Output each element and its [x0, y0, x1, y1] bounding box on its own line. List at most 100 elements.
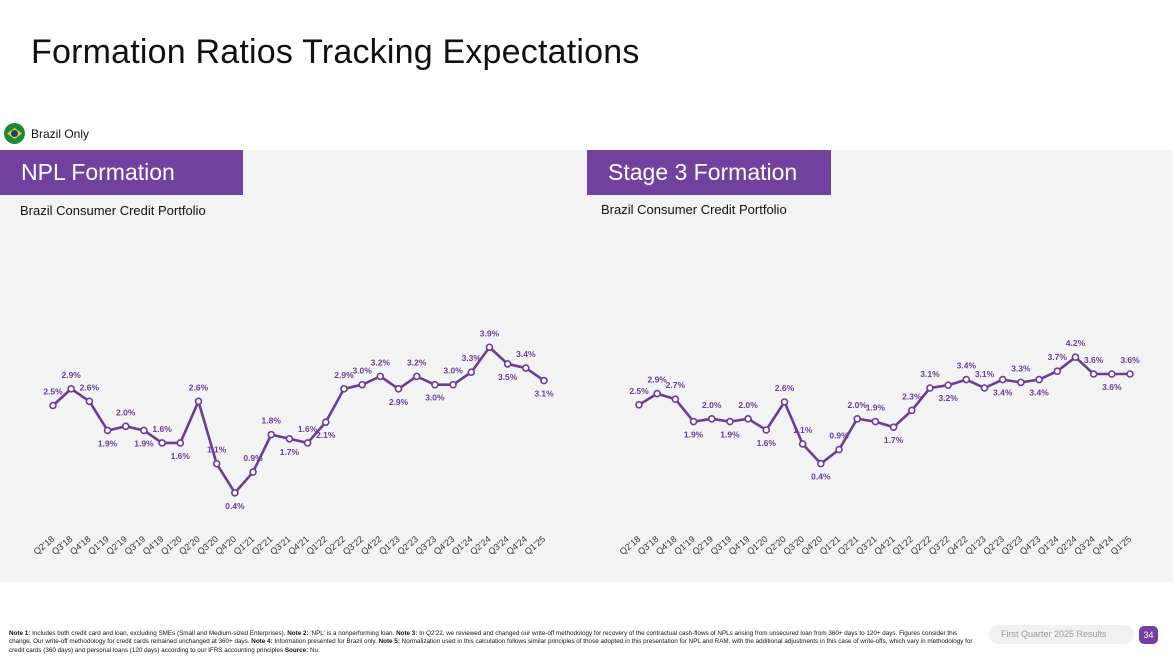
stage3-data-label: 3.4% [1029, 388, 1049, 398]
npl-data-point [394, 385, 403, 393]
npl-data-point [503, 360, 512, 368]
npl-data-label: 2.5% [43, 387, 63, 397]
stage3-data-label: 2.7% [666, 380, 686, 390]
stage3-data-label: 3.6% [1084, 355, 1104, 365]
npl-data-point [321, 418, 330, 426]
stage3-data-label: 3.7% [1048, 352, 1068, 362]
note3-text: In Q2'22, we reviewed and changed our wr… [9, 630, 958, 646]
npl-data-point [340, 385, 348, 393]
npl-data-label: 3.9% [480, 328, 500, 338]
npl-data-label: 1.1% [207, 445, 227, 455]
footnote: Note 1: Includes both credit card and lo… [9, 630, 979, 655]
npl-data-point [285, 434, 294, 443]
stage3-data-label: 3.2% [938, 393, 958, 403]
stage3-data-label: 0.9% [829, 431, 849, 441]
npl-data-label: 2.9% [334, 370, 354, 380]
stage3-data-point [780, 398, 789, 406]
stage3-data-point [1017, 378, 1025, 387]
npl-data-label: 3.2% [407, 357, 427, 367]
npl-data-label: 3.4% [516, 349, 536, 359]
npl-data-point [449, 380, 457, 389]
stage3-data-point [726, 417, 734, 426]
npl-data-point [49, 401, 57, 410]
stage3-data-point [689, 417, 698, 426]
stage3-data-point [944, 381, 952, 390]
source-label: Source: [284, 646, 309, 654]
note1-text: Includes both credit card and loan, excl… [30, 630, 288, 637]
stage3-data-label: 2.0% [702, 400, 722, 410]
stage3-data-point [835, 445, 843, 454]
npl-data-point [158, 439, 166, 447]
npl-data-point [249, 468, 257, 476]
stage3-data-point [1089, 370, 1098, 378]
npl-data-label: 3.0% [425, 393, 445, 403]
npl-data-point [267, 430, 276, 439]
source-text: Nu. [308, 646, 320, 654]
stage3-data-point [907, 406, 916, 415]
npl-data-label: 3.2% [371, 357, 391, 367]
note4-text: Information presented for Brazil only. [272, 638, 379, 646]
npl-data-label: 2.6% [80, 382, 100, 392]
npl-data-point [431, 380, 439, 389]
npl-data-point [140, 426, 148, 435]
stage3-data-label: 2.5% [629, 386, 649, 396]
stage3-data-point [762, 426, 771, 434]
npl-data-label: 0.4% [225, 501, 245, 511]
npl-data-point [522, 364, 530, 372]
stage3-data-label: 3.1% [975, 369, 995, 379]
npl-data-point [412, 372, 421, 381]
npl-data-point [467, 368, 476, 377]
npl-data-label: 3.1% [534, 389, 554, 399]
npl-data-label: 2.9% [61, 370, 81, 380]
stage3-data-label: 1.9% [866, 403, 886, 413]
charts-panel [0, 150, 1173, 582]
stage3-data-point [871, 417, 880, 426]
npl-data-label: 3.0% [352, 366, 372, 376]
npl-data-point [194, 397, 203, 406]
npl-x-tick-label: Q1'25 [523, 534, 548, 557]
region-badge: Brazil Only [4, 123, 89, 144]
stage3-x-tick-label: Q1'25 [1109, 534, 1134, 557]
npl-data-point [540, 376, 548, 385]
stage3-data-point [707, 414, 716, 423]
stage3-data-point [798, 440, 807, 448]
npl-data-point [103, 426, 112, 435]
npl-data-point [121, 422, 130, 431]
stage3-data-label: 3.4% [993, 388, 1013, 398]
stage3-data-point [889, 423, 898, 432]
stage3-data-point [1053, 367, 1062, 376]
npl-data-label: 3.5% [498, 372, 518, 382]
stage3-data-label: 1.7% [884, 435, 904, 445]
stage3-data-point [635, 400, 643, 409]
stage3-data-label: 3.6% [1120, 355, 1140, 365]
npl-data-label: 3.3% [462, 353, 482, 363]
npl-data-label: 2.9% [389, 397, 409, 407]
npl-data-point [303, 439, 312, 447]
npl-data-point [85, 397, 94, 406]
note5-label: Note 5: [378, 638, 400, 646]
stage3-data-point [744, 414, 752, 423]
stage3-data-label: 4.2% [1066, 338, 1086, 348]
stage3-data-label: 3.6% [1102, 382, 1122, 392]
note3-label: Note 3: [396, 630, 418, 637]
stage3-data-point [853, 414, 862, 423]
stage3-data-label: 2.3% [902, 391, 922, 401]
page-number: 34 [1139, 626, 1158, 644]
npl-data-label: 1.6% [152, 424, 172, 434]
npl-data-label: 2.0% [116, 407, 136, 417]
note1-label: Note 1: [9, 630, 31, 637]
note5-text: Normalization used in this calculation f… [9, 638, 973, 654]
npl-data-point [485, 343, 494, 352]
note2-label: Note 2: [287, 630, 309, 637]
npl-chart-title: NPL Formation [0, 150, 243, 195]
stage3-data-label: 3.4% [957, 361, 977, 371]
stage3-data-label: 0.4% [811, 472, 831, 482]
npl-data-point [231, 489, 239, 497]
npl-data-label: 1.8% [262, 416, 282, 426]
stage3-data-label: 1.1% [793, 425, 813, 435]
page-title: Formation Ratios Tracking Expectations [31, 33, 640, 71]
report-label: First Quarter 2025 Results [989, 625, 1134, 644]
npl-data-label: 1.6% [171, 451, 191, 461]
stage3-data-label: 3.3% [1011, 363, 1031, 373]
stage3-data-point [653, 389, 661, 398]
